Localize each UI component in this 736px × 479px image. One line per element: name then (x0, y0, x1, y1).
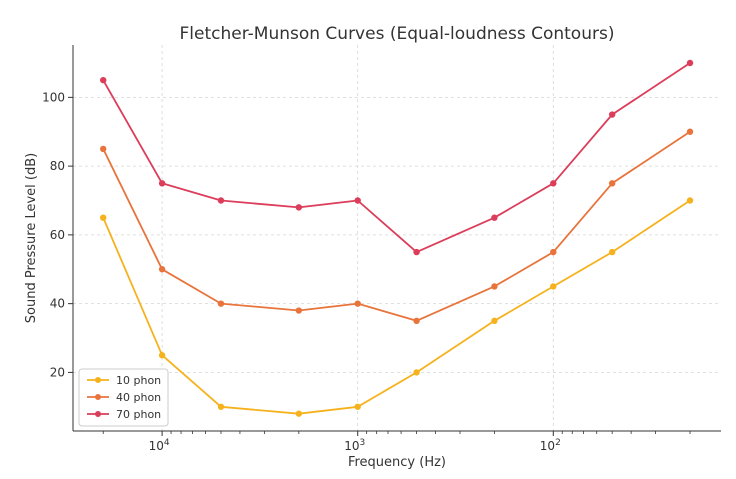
x-tick-label: 103 (344, 438, 365, 453)
data-point-10-phon (491, 317, 498, 325)
legend-label: 40 phon (116, 391, 161, 404)
series-line-40-phon (102, 130, 691, 322)
data-point-70-phon (608, 111, 616, 118)
y-tick-label: 60 (50, 228, 65, 242)
legend-label: 10 phon (116, 374, 161, 387)
data-point-40-phon (413, 317, 420, 325)
legend-box (78, 368, 169, 427)
y-tick-label: 100 (42, 90, 65, 104)
data-point-40-phon (686, 128, 694, 135)
data-point-70-phon (217, 197, 225, 204)
data-point-40-phon (217, 300, 225, 307)
data-point-40-phon (608, 180, 616, 187)
data-point-70-phon (413, 248, 420, 256)
chart-title: Fletcher-Munson Curves (Equal-loudness C… (180, 24, 615, 44)
legend-marker (95, 377, 101, 383)
x-axis-label: Frequency (Hz) (348, 455, 446, 470)
data-point-10-phon (413, 369, 420, 376)
data-point-10-phon (608, 248, 616, 256)
y-tick-label: 20 (50, 365, 65, 379)
data-point-70-phon (295, 204, 303, 211)
series-line-70-phon (102, 62, 691, 254)
legend-label: 70 phon (116, 408, 161, 421)
y-tick-label: 40 (50, 297, 65, 311)
data-point-70-phon (354, 197, 361, 204)
data-point-40-phon (491, 283, 498, 290)
data-point-40-phon (354, 300, 361, 307)
data-point-70-phon (100, 76, 107, 84)
series-layer (100, 59, 694, 417)
data-point-70-phon (686, 59, 694, 67)
y-tick-label: 80 (50, 159, 65, 173)
data-point-70-phon (158, 180, 166, 187)
data-point-40-phon (158, 266, 166, 273)
data-point-40-phon (295, 307, 303, 314)
x-tick-label: 104 (149, 438, 170, 453)
data-point-10-phon (686, 197, 694, 204)
data-point-70-phon (491, 214, 498, 221)
legend-marker (95, 411, 101, 417)
y-axis-label: Sound Pressure Level (dB) (24, 153, 39, 323)
data-point-40-phon (100, 145, 107, 153)
data-point-70-phon (550, 180, 557, 187)
data-point-40-phon (550, 248, 557, 256)
x-tick-label: 102 (540, 438, 561, 453)
data-point-10-phon (100, 214, 107, 221)
series-line-10-phon (102, 199, 691, 415)
data-point-10-phon (158, 352, 166, 359)
legend-marker (95, 394, 101, 400)
data-point-10-phon (550, 283, 557, 290)
data-point-10-phon (217, 403, 225, 410)
grid (73, 45, 721, 431)
legend: 10 phon 40 phon 70 phon (78, 368, 169, 427)
data-point-10-phon (354, 403, 361, 410)
data-point-10-phon (295, 410, 303, 417)
